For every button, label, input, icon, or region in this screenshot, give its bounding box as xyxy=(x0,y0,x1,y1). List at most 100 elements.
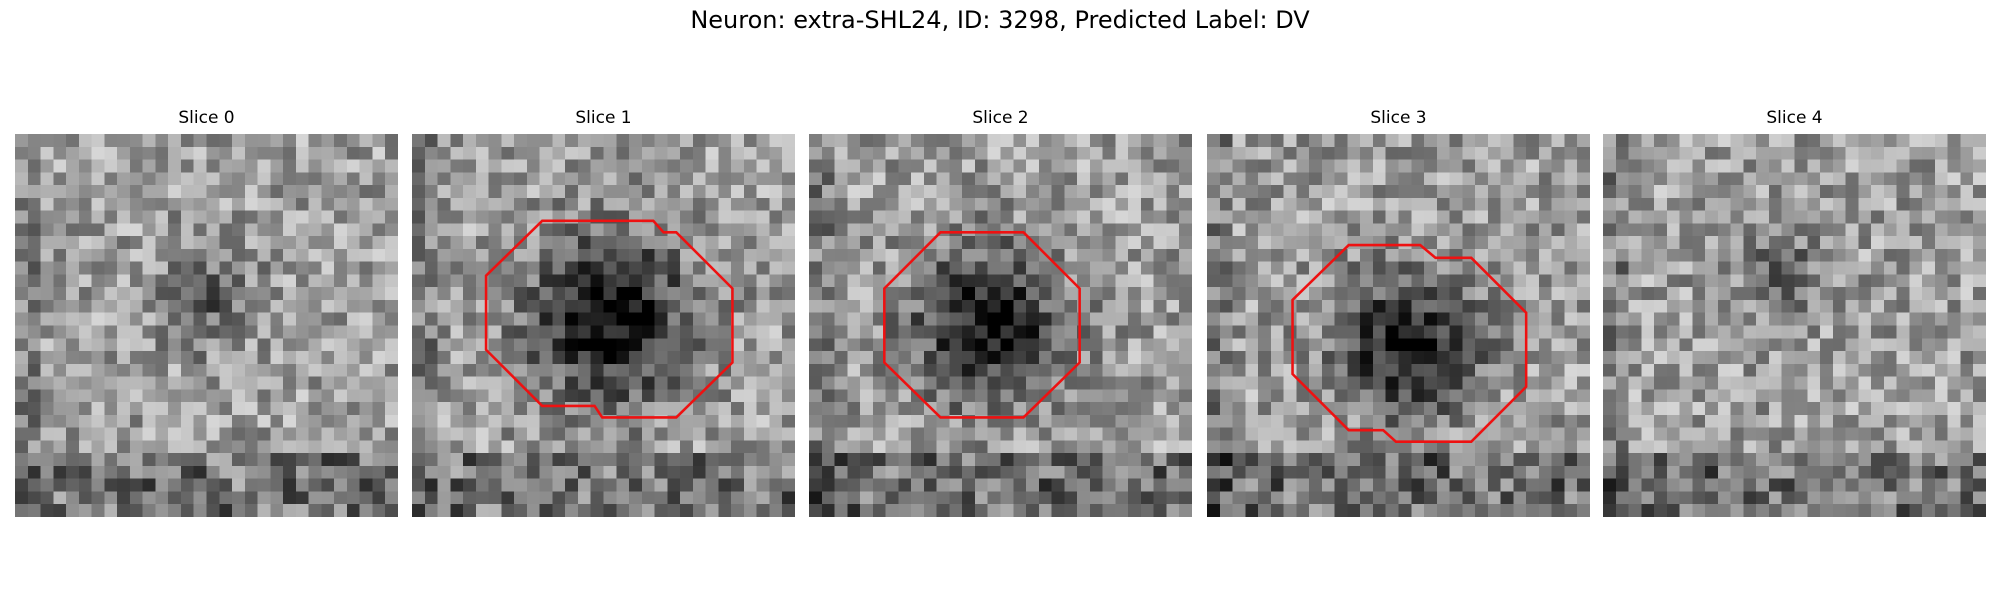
pixel xyxy=(872,172,886,186)
pixel xyxy=(1321,248,1335,262)
pixel xyxy=(283,185,296,198)
pixel xyxy=(834,236,848,249)
pixel xyxy=(1666,351,1680,364)
pixel xyxy=(603,197,617,211)
pixel xyxy=(782,453,795,466)
pixel xyxy=(1245,248,1259,262)
pixel xyxy=(809,274,822,288)
pixel xyxy=(1947,287,1961,300)
pixel xyxy=(450,185,464,198)
pixel xyxy=(1270,172,1284,186)
pixel xyxy=(1258,185,1271,198)
pixel xyxy=(885,172,899,186)
pixel xyxy=(40,338,54,352)
pixel xyxy=(731,197,744,211)
pixel xyxy=(1077,465,1090,479)
pixel xyxy=(1038,325,1052,339)
pixel xyxy=(885,236,899,249)
pixel xyxy=(385,504,398,517)
pixel xyxy=(731,338,744,352)
pixel xyxy=(501,453,515,466)
pixel xyxy=(809,325,822,339)
pixel xyxy=(1705,351,1718,364)
pixel xyxy=(129,248,143,262)
pixel xyxy=(1245,287,1259,300)
pixel xyxy=(385,376,398,390)
pixel xyxy=(180,351,194,364)
pixel xyxy=(27,402,41,415)
pixel xyxy=(1896,261,1910,275)
pixel xyxy=(155,325,169,339)
pixel xyxy=(385,223,398,237)
pixel xyxy=(1934,325,1948,339)
pixel xyxy=(539,478,553,492)
pixel xyxy=(1398,312,1412,326)
pixel xyxy=(424,389,438,403)
pixel xyxy=(718,478,732,492)
pixel xyxy=(40,287,54,300)
pixel xyxy=(898,197,912,211)
pixel xyxy=(27,465,41,479)
pixel xyxy=(603,465,617,479)
pixel xyxy=(1347,389,1361,403)
pixel xyxy=(244,287,258,300)
pixel xyxy=(1038,287,1052,300)
pixel xyxy=(1564,338,1578,352)
pixel xyxy=(1883,376,1897,390)
pixel xyxy=(180,402,194,415)
pixel xyxy=(1654,287,1667,300)
pixel xyxy=(718,389,732,403)
pixel xyxy=(1756,146,1769,160)
pixel xyxy=(27,299,41,313)
pixel xyxy=(1270,389,1284,403)
pixel xyxy=(1705,402,1718,415)
pixel xyxy=(629,299,642,313)
pixel xyxy=(1475,402,1488,415)
pixel xyxy=(1858,504,1872,517)
pixel xyxy=(91,197,105,211)
pixel xyxy=(923,376,937,390)
pixel xyxy=(206,453,220,466)
pixel xyxy=(155,376,169,390)
pixel xyxy=(206,363,220,377)
pixel xyxy=(1717,402,1731,415)
pixel xyxy=(193,453,207,466)
pixel xyxy=(1153,338,1167,352)
pixel xyxy=(692,338,706,352)
pixel xyxy=(155,504,169,517)
pixel xyxy=(1219,236,1233,249)
pixel xyxy=(1666,427,1680,441)
pixel xyxy=(1538,504,1552,517)
pixel xyxy=(155,172,169,186)
pixel xyxy=(756,185,770,198)
pixel xyxy=(15,134,28,147)
pixel xyxy=(1411,287,1425,300)
pixel xyxy=(1296,172,1310,186)
pixel xyxy=(1896,210,1910,224)
pixel xyxy=(1424,287,1437,300)
pixel xyxy=(437,134,451,147)
pixel xyxy=(1038,134,1052,147)
pixel xyxy=(334,312,347,326)
pixel xyxy=(1372,274,1386,288)
pixel xyxy=(1038,351,1052,364)
pixel xyxy=(987,197,1001,211)
pixel xyxy=(27,325,41,339)
pixel xyxy=(936,325,950,339)
pixel xyxy=(450,427,464,441)
pixel xyxy=(321,351,335,364)
pixel xyxy=(1128,134,1141,147)
pixel xyxy=(334,363,347,377)
pixel xyxy=(488,414,502,428)
pixel xyxy=(1871,274,1884,288)
pixel xyxy=(1000,491,1014,505)
pixel xyxy=(1064,376,1078,390)
pixel xyxy=(1603,312,1616,326)
pixel xyxy=(15,261,28,275)
pixel xyxy=(1807,159,1821,173)
pixel xyxy=(552,338,566,352)
pixel xyxy=(1436,236,1450,249)
pixel xyxy=(1705,440,1718,454)
pixel xyxy=(667,427,681,441)
pixel xyxy=(756,159,770,173)
